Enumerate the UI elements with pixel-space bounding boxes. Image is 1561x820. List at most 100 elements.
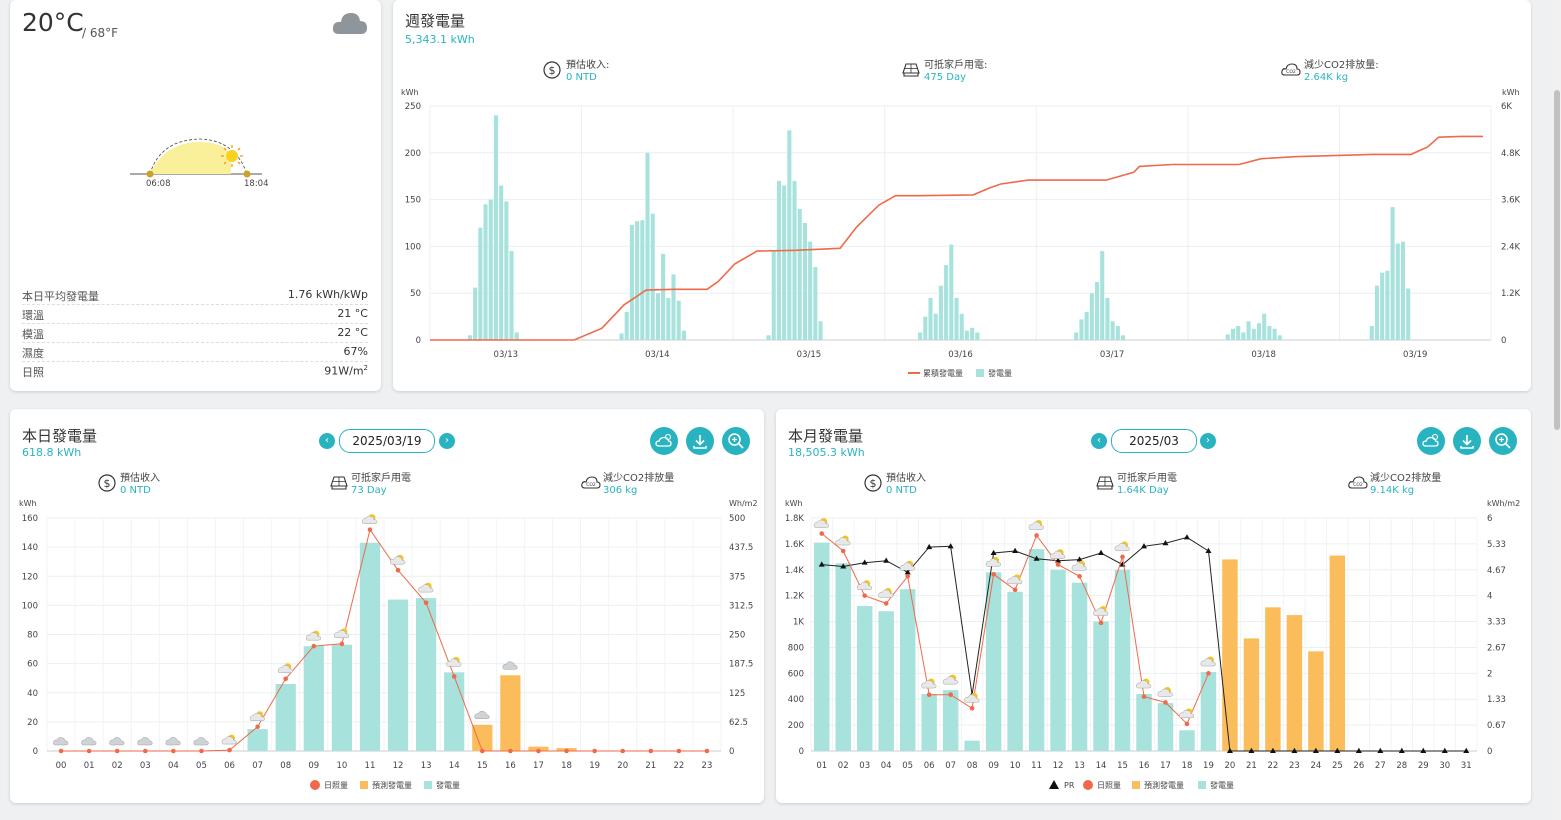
daily-x-tick: 18 (561, 761, 572, 771)
daily-x-tick: 04 (168, 761, 179, 771)
daily-irradiance-point (142, 748, 148, 754)
monthly-pr-point (1076, 556, 1083, 562)
daily-x-tick: 11 (365, 761, 376, 771)
monthly-generation-card: 本月發電量 18,505.3 kWh ‹ 2025/03 › $ 預估收入 0 … (776, 409, 1531, 803)
weekly-bar (1277, 335, 1282, 340)
daily-x-tick: 12 (393, 761, 404, 771)
monthly-pr-point (1226, 747, 1233, 753)
weather-condition-icon (835, 535, 851, 546)
monthly-x-tick: 27 (1375, 761, 1386, 771)
weekly-bar (1406, 288, 1411, 340)
weekly-bar (818, 321, 823, 340)
daily-next-date-button[interactable]: › (439, 433, 455, 449)
daily-prev-date-button[interactable]: ‹ (319, 433, 335, 449)
monthly-generation-bar (1028, 549, 1045, 751)
daily-legend-generation: 發電量 (436, 781, 460, 790)
monthly-x-tick: 01 (816, 761, 827, 771)
monthly-x-tick: 11 (1031, 761, 1042, 771)
stat-row-ambient-temp: 環溫 21 °C (22, 307, 368, 324)
weather-condition-icon (1179, 708, 1195, 719)
svg-text:$: $ (549, 64, 556, 77)
sun-icon (221, 145, 243, 167)
weekly-bar (1390, 207, 1395, 340)
weekly-bar (473, 287, 478, 340)
page-scrollbar[interactable] (1553, 0, 1561, 820)
weekly-bar (655, 293, 660, 340)
co2-cloud-icon: CO2 (1281, 63, 1301, 76)
monthly-generation-bar (921, 694, 937, 751)
weekly-bar (1385, 270, 1390, 340)
daily-x-tick: 13 (421, 761, 432, 771)
daily-x-tick: 05 (196, 761, 207, 771)
daily-weather-button[interactable] (650, 427, 678, 455)
monthly-prev-month-button[interactable]: ‹ (1091, 433, 1107, 449)
monthly-y-tick: 400 (788, 695, 804, 705)
daily-y2-tick: 0 (729, 747, 734, 757)
daily-date-picker[interactable]: 2025/03/19 (339, 429, 435, 453)
monthly-forecast-bar (1243, 638, 1260, 751)
weekly-bar (933, 313, 938, 340)
monthly-legend-irradiance: 日照量 (1097, 781, 1121, 790)
weekly-y-tick: 200 (405, 149, 421, 159)
monthly-x-tick: 26 (1353, 761, 1364, 771)
monthly-x-tick: 16 (1139, 761, 1150, 771)
daily-irradiance-point (114, 748, 120, 754)
monthly-month-picker[interactable]: 2025/03 (1111, 429, 1197, 453)
daily-generation-bar (331, 644, 352, 751)
weekly-bar (629, 224, 634, 340)
weather-condition-icon (53, 737, 69, 746)
weekly-bar (624, 311, 629, 340)
monthly-generation-bar (856, 606, 873, 751)
weekly-bar (666, 297, 671, 340)
weekly-bar (509, 251, 514, 340)
weekly-bar (923, 316, 928, 340)
daily-legend-swatch-irradiance (310, 780, 320, 790)
weekly-chart: kWh kWh 0 0 50 1.2K 100 2.4K 150 3.6K 200 4.8K 250 6K… (401, 88, 1521, 378)
monthly-generation-bar (1136, 694, 1152, 751)
monthly-pr-point (1463, 747, 1470, 753)
dollar-icon: $ (864, 474, 882, 492)
weekly-bar (1084, 311, 1089, 340)
monthly-pr-point (947, 543, 954, 549)
monthly-zoom-button[interactable] (1489, 427, 1517, 455)
monthly-forecast-bar (1265, 607, 1281, 751)
weekly-bar (944, 265, 949, 340)
daily-y2-tick: 375 (729, 572, 745, 582)
weekly-x-tick: 03/19 (1403, 350, 1428, 360)
weekly-bar (671, 274, 676, 340)
weekly-bar (478, 227, 483, 340)
weather-condition-icon (1114, 541, 1130, 552)
daily-x-tick: 22 (673, 761, 684, 771)
daily-irradiance-point (620, 748, 626, 754)
monthly-irradiance-point (883, 601, 889, 606)
co2-cloud-icon: CO2 (581, 476, 601, 489)
stat-row-avg-generation: 本日平均發電量 1.76 kWh/kWp (22, 288, 368, 305)
weekly-bar (959, 313, 964, 340)
daily-irradiance-point (58, 748, 64, 754)
daily-download-button[interactable] (686, 427, 714, 455)
monthly-irradiance-point (1055, 562, 1061, 567)
download-icon (1460, 435, 1474, 449)
monthly-weather-button[interactable] (1417, 427, 1445, 455)
monthly-download-button[interactable] (1453, 427, 1481, 455)
weekly-bar (808, 241, 813, 340)
monthly-pr-point (1183, 534, 1190, 540)
monthly-forecast-bar (1222, 559, 1238, 751)
monthly-next-month-button[interactable]: › (1200, 433, 1216, 449)
monthly-legend-generation: 發電量 (1210, 781, 1234, 790)
daily-zoom-button[interactable] (722, 427, 750, 455)
daily-generation-bar (303, 646, 324, 751)
sunrise-time: 06:08 (146, 179, 171, 189)
daily-x-tick: 16 (505, 761, 516, 771)
weekly-bar (488, 199, 493, 340)
weekly-bar (1272, 328, 1277, 340)
monthly-pr-point (1098, 549, 1105, 555)
weather-condition-icon (856, 580, 872, 590)
weekly-bar (1369, 325, 1374, 340)
monthly-irradiance-point (819, 531, 825, 536)
weekly-right-unit: kWh (1502, 88, 1520, 97)
stat-row-humidity: 濕度 67% (22, 345, 368, 362)
scrollbar-thumb[interactable] (1554, 90, 1560, 430)
sun-elapsed-arc (150, 142, 231, 174)
svg-text:$: $ (104, 477, 111, 490)
